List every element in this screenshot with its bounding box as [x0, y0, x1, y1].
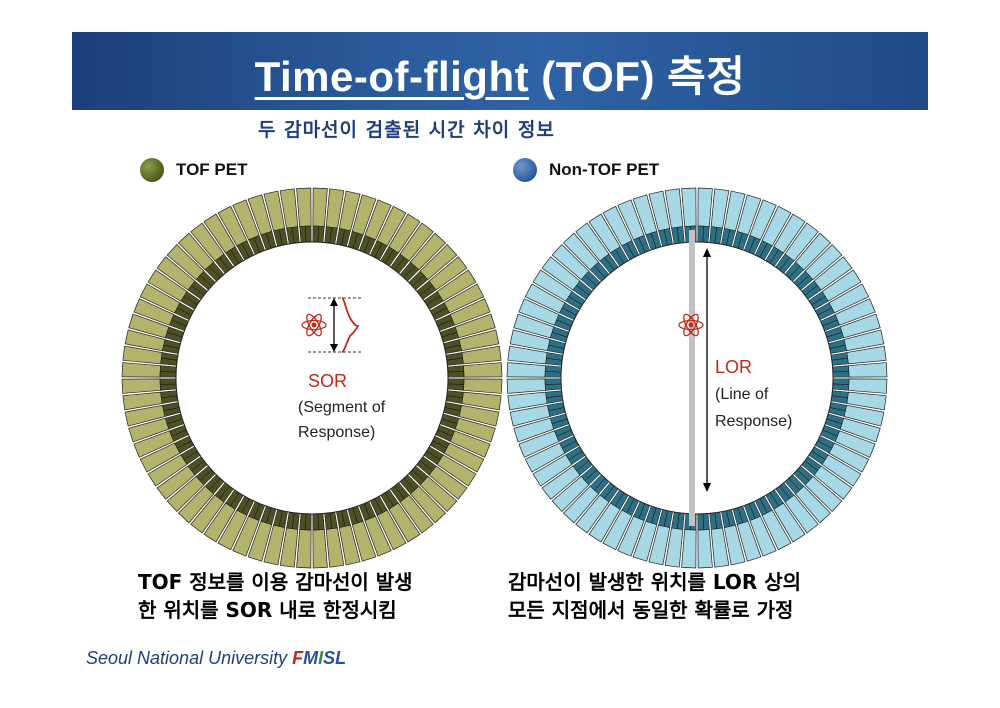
tof-caption: TOF 정보를 이용 감마선이 발생 한 위치를 SOR 내로 한정시킴 [138, 568, 413, 624]
tof-caption-line2: 한 위치를 SOR 내로 한정시킴 [138, 598, 397, 622]
footer: Seoul National University FMISL [86, 648, 346, 669]
title-bar: Time-of-flight (TOF) 측정 [72, 32, 928, 110]
detector-crystal [832, 365, 850, 373]
lor-label: LOR [715, 357, 752, 377]
detector-crystal [702, 225, 710, 243]
lab-letter-s: S [323, 648, 336, 668]
legend-nontof-label: Non-TOF PET [549, 160, 660, 179]
legend-tof: TOF PET [140, 158, 247, 182]
ring-bore [560, 241, 834, 515]
nontof-caption-line1: 감마선이 발생한 위치를 LOR 상의 [508, 570, 802, 594]
lab-letter-l: L [335, 648, 347, 668]
detector-block [312, 187, 328, 227]
lab-letter-f: F [292, 648, 304, 668]
detector-block [463, 362, 503, 378]
lor-desc-line1: (Line of [715, 386, 769, 403]
gaussian-curve [341, 297, 359, 353]
tof-pet-ring: SOR (Segment of Response) [120, 186, 504, 570]
detector-block [312, 529, 328, 569]
title-underlined: Time-of-flight [254, 53, 530, 100]
detector-crystal [299, 225, 307, 243]
detector-crystal [447, 378, 465, 385]
ring-bore [175, 241, 449, 515]
footer-university: Seoul National University [86, 648, 293, 668]
nontof-dot-icon [513, 158, 537, 182]
sor-arrow-head-up [330, 298, 338, 306]
detector-crystal [317, 513, 325, 531]
detector-crystal [832, 378, 850, 385]
detector-crystal [697, 225, 704, 243]
detector-block [848, 378, 888, 394]
sor-desc-line1: (Segment of [298, 399, 386, 416]
detector-crystal [447, 371, 465, 378]
detector-block [697, 187, 713, 227]
nontof-caption: 감마선이 발생한 위치를 LOR 상의 모든 지점에서 동일한 확률로 가정 [508, 568, 801, 624]
sor-annotation: SOR (Segment of Response) [298, 297, 386, 441]
lor-arrow-head-down [703, 483, 711, 492]
nontof-detector-segments [506, 187, 888, 569]
nontof-pet-ring: LOR (Line of Response) [505, 186, 889, 570]
lor-annotation: LOR (Line of Response) [678, 230, 792, 526]
detector-block [681, 187, 697, 227]
detector-block [506, 362, 546, 378]
detector-crystal [305, 225, 312, 243]
detector-block [848, 362, 888, 378]
detector-crystal [447, 365, 465, 373]
title-rest: (TOF) 측정 [529, 53, 746, 100]
legend-tof-label: TOF PET [176, 160, 248, 179]
detector-crystal [544, 383, 562, 391]
detector-crystal [305, 513, 312, 531]
sor-desc-line2: Response) [298, 424, 375, 441]
detector-block [697, 529, 713, 569]
lor-arrow-head-up [703, 248, 711, 257]
detector-block [121, 378, 161, 394]
detector-crystal [159, 378, 177, 385]
sor-label: SOR [308, 371, 347, 391]
nontof-ring-svg: LOR (Line of Response) [506, 187, 888, 569]
detector-block [121, 362, 161, 378]
detector-block [296, 187, 312, 227]
tof-ring-svg: SOR (Segment of Response) [121, 187, 503, 569]
detector-crystal [832, 371, 850, 378]
nontof-caption-line2: 모든 지점에서 동일한 확률로 가정 [508, 598, 794, 622]
legend-nontof: Non-TOF PET [513, 158, 659, 182]
detector-crystal [312, 513, 319, 531]
atom-icon [301, 313, 327, 337]
detector-crystal [447, 383, 465, 391]
slide-subtitle: 두 감마선이 검출된 시간 차이 정보 [258, 119, 555, 141]
detector-crystal [312, 225, 319, 243]
detector-block [463, 378, 503, 394]
detector-crystal [317, 225, 325, 243]
footer-lab: FMISL [292, 648, 346, 668]
tof-detector-segments [121, 187, 503, 569]
detector-crystal [832, 383, 850, 391]
lor-desc-line2: Response) [715, 413, 792, 430]
lab-letter-m: M [303, 648, 319, 668]
detector-crystal [159, 365, 177, 373]
detector-crystal [544, 371, 562, 378]
detector-crystal [697, 513, 704, 531]
detector-crystal [702, 513, 710, 531]
sor-arrow-head-down [330, 344, 338, 352]
atom-icon-right [678, 313, 704, 337]
lor-line [689, 230, 695, 526]
lab-letter-i: I [318, 648, 324, 668]
detector-block [296, 529, 312, 569]
detector-crystal [159, 383, 177, 391]
detector-crystal [544, 378, 562, 385]
detector-crystal [299, 513, 307, 531]
detector-block [681, 529, 697, 569]
slide-title: Time-of-flight (TOF) 측정 [72, 43, 928, 104]
detector-block [506, 378, 546, 394]
tof-caption-line1: TOF 정보를 이용 감마선이 발생 [138, 570, 413, 594]
detector-crystal [159, 371, 177, 378]
detector-crystal [544, 365, 562, 373]
tof-dot-icon [140, 158, 164, 182]
